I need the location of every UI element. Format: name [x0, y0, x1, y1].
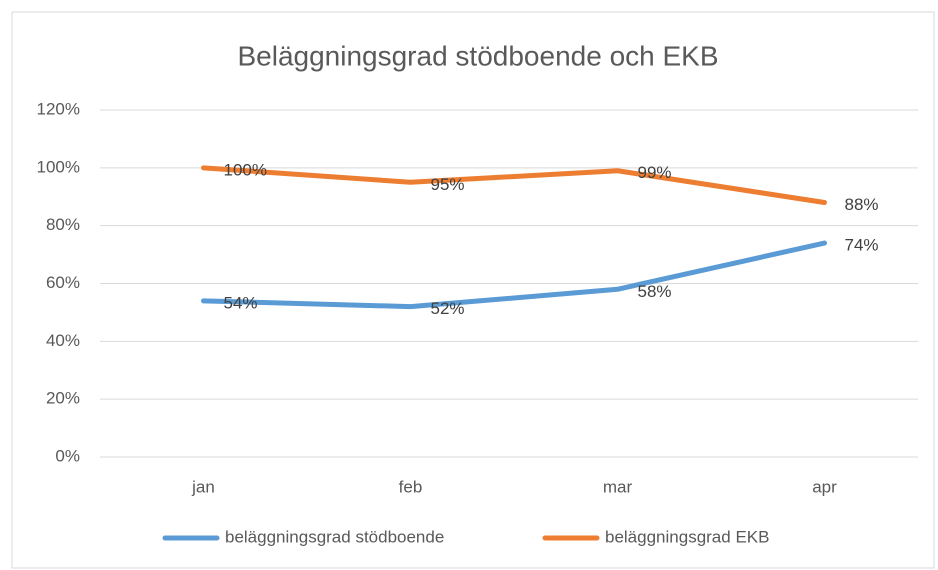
- chart-frame: [11, 11, 935, 569]
- data-label: 58%: [638, 282, 672, 301]
- data-label: 100%: [224, 160, 267, 179]
- chart-title: Beläggningsgrad stödboende och EKB: [237, 40, 718, 71]
- y-tick-label: 120%: [37, 99, 80, 118]
- y-tick-label: 60%: [46, 273, 80, 292]
- series-line: [201, 165, 827, 206]
- data-label: 95%: [431, 175, 465, 194]
- y-tick-label: 20%: [46, 389, 80, 408]
- series-line: [201, 240, 827, 310]
- y-tick-label: 80%: [46, 215, 80, 234]
- x-tick-label: feb: [399, 477, 423, 496]
- data-label: 88%: [845, 195, 879, 214]
- data-label: 74%: [845, 236, 879, 255]
- data-label: 99%: [638, 163, 672, 182]
- x-tick-label: apr: [812, 477, 837, 496]
- legend-label: beläggningsgrad stödboende: [225, 527, 444, 546]
- y-tick-label: 40%: [46, 331, 80, 350]
- data-label: 52%: [431, 299, 465, 318]
- x-tick-label: jan: [191, 477, 215, 496]
- y-tick-label: 100%: [37, 157, 80, 176]
- x-tick-label: mar: [603, 477, 633, 496]
- y-tick-label: 0%: [55, 446, 80, 465]
- data-label: 54%: [224, 293, 258, 312]
- legend-label: beläggningsgrad EKB: [605, 527, 769, 546]
